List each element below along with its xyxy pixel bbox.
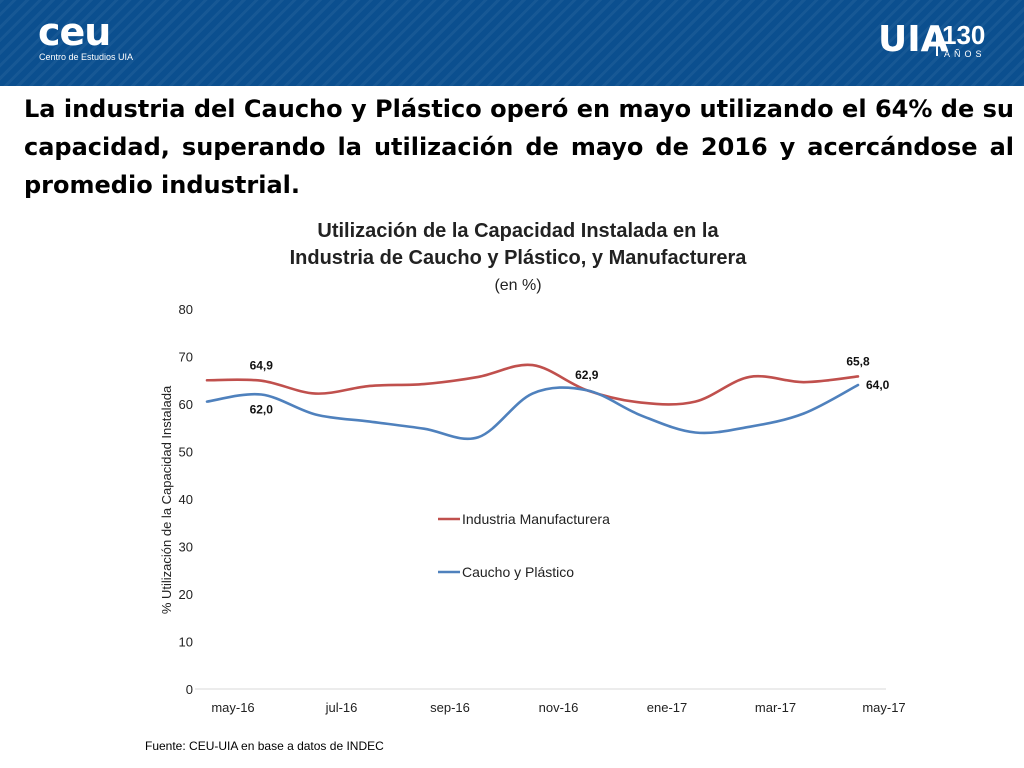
chart-subtitle: (en %): [494, 277, 541, 294]
legend: Industria Manufacturera Caucho y Plástico: [438, 511, 610, 580]
data-label: 65,8: [846, 354, 870, 368]
y-tick-label: 50: [179, 445, 193, 460]
chart-title-line1: Utilización de la Capacidad Instalada en…: [317, 220, 719, 242]
y-tick-label: 30: [179, 540, 193, 555]
x-tick-label: sep-16: [430, 700, 470, 715]
y-tick-label: 70: [179, 350, 193, 365]
series-line-industria-manufacturera: [205, 363, 860, 406]
data-label: 64,9: [250, 359, 274, 373]
legend-label: Caucho y Plástico: [462, 564, 574, 580]
x-tick-label: may-16: [211, 700, 254, 715]
series-layer: [205, 363, 860, 441]
ceu-logo-subtitle: Centro de Estudios UIA: [39, 52, 134, 62]
source-note: Fuente: CEU-UIA en base a datos de INDEC: [145, 739, 384, 753]
uia-logo-divider: [936, 26, 938, 56]
data-labels-layer: 64,9 65,8 62,0 62,9 64,0: [250, 354, 890, 416]
ceu-logo: ceu Centro de Estudios UIA: [38, 12, 133, 62]
headline: La industria del Caucho y Plástico operó…: [24, 95, 1014, 199]
header-bar: ceu Centro de Estudios UIA UIA 130 AÑOS: [0, 0, 1024, 86]
data-label: 62,9: [575, 368, 599, 382]
data-label: 64,0: [866, 378, 890, 392]
y-axis-label: % Utilización de la Capacidad Instalada: [159, 385, 174, 614]
y-tick-label: 10: [179, 635, 193, 650]
y-tick-label: 60: [179, 397, 193, 412]
uia-logo-word: AÑOS: [944, 49, 986, 59]
x-tick-label: may-17: [862, 700, 905, 715]
x-tick-label: ene-17: [647, 700, 687, 715]
y-tick-label: 20: [179, 587, 193, 602]
series-line-caucho-y-plastico: [205, 383, 860, 441]
y-tick-label: 40: [179, 492, 193, 507]
x-axis-ticks: may-16 jul-16 sep-16 nov-16 ene-17 mar-17 may-…: [211, 700, 905, 715]
x-tick-label: mar-17: [755, 700, 796, 715]
y-tick-label: 80: [179, 302, 193, 317]
uia-logo-number: 130: [942, 20, 986, 50]
data-label: 62,0: [250, 403, 274, 417]
y-tick-label: 0: [186, 682, 193, 697]
chart-title-line2: Industria de Caucho y Plástico, y Manufa…: [290, 247, 748, 269]
legend-label: Industria Manufacturera: [462, 511, 610, 527]
x-tick-label: jul-16: [325, 700, 358, 715]
ceu-logo-mark: ceu: [38, 10, 111, 54]
y-axis-ticks: 0 10 20 30 40 50 60 70 80: [179, 302, 193, 697]
x-tick-label: nov-16: [539, 700, 579, 715]
